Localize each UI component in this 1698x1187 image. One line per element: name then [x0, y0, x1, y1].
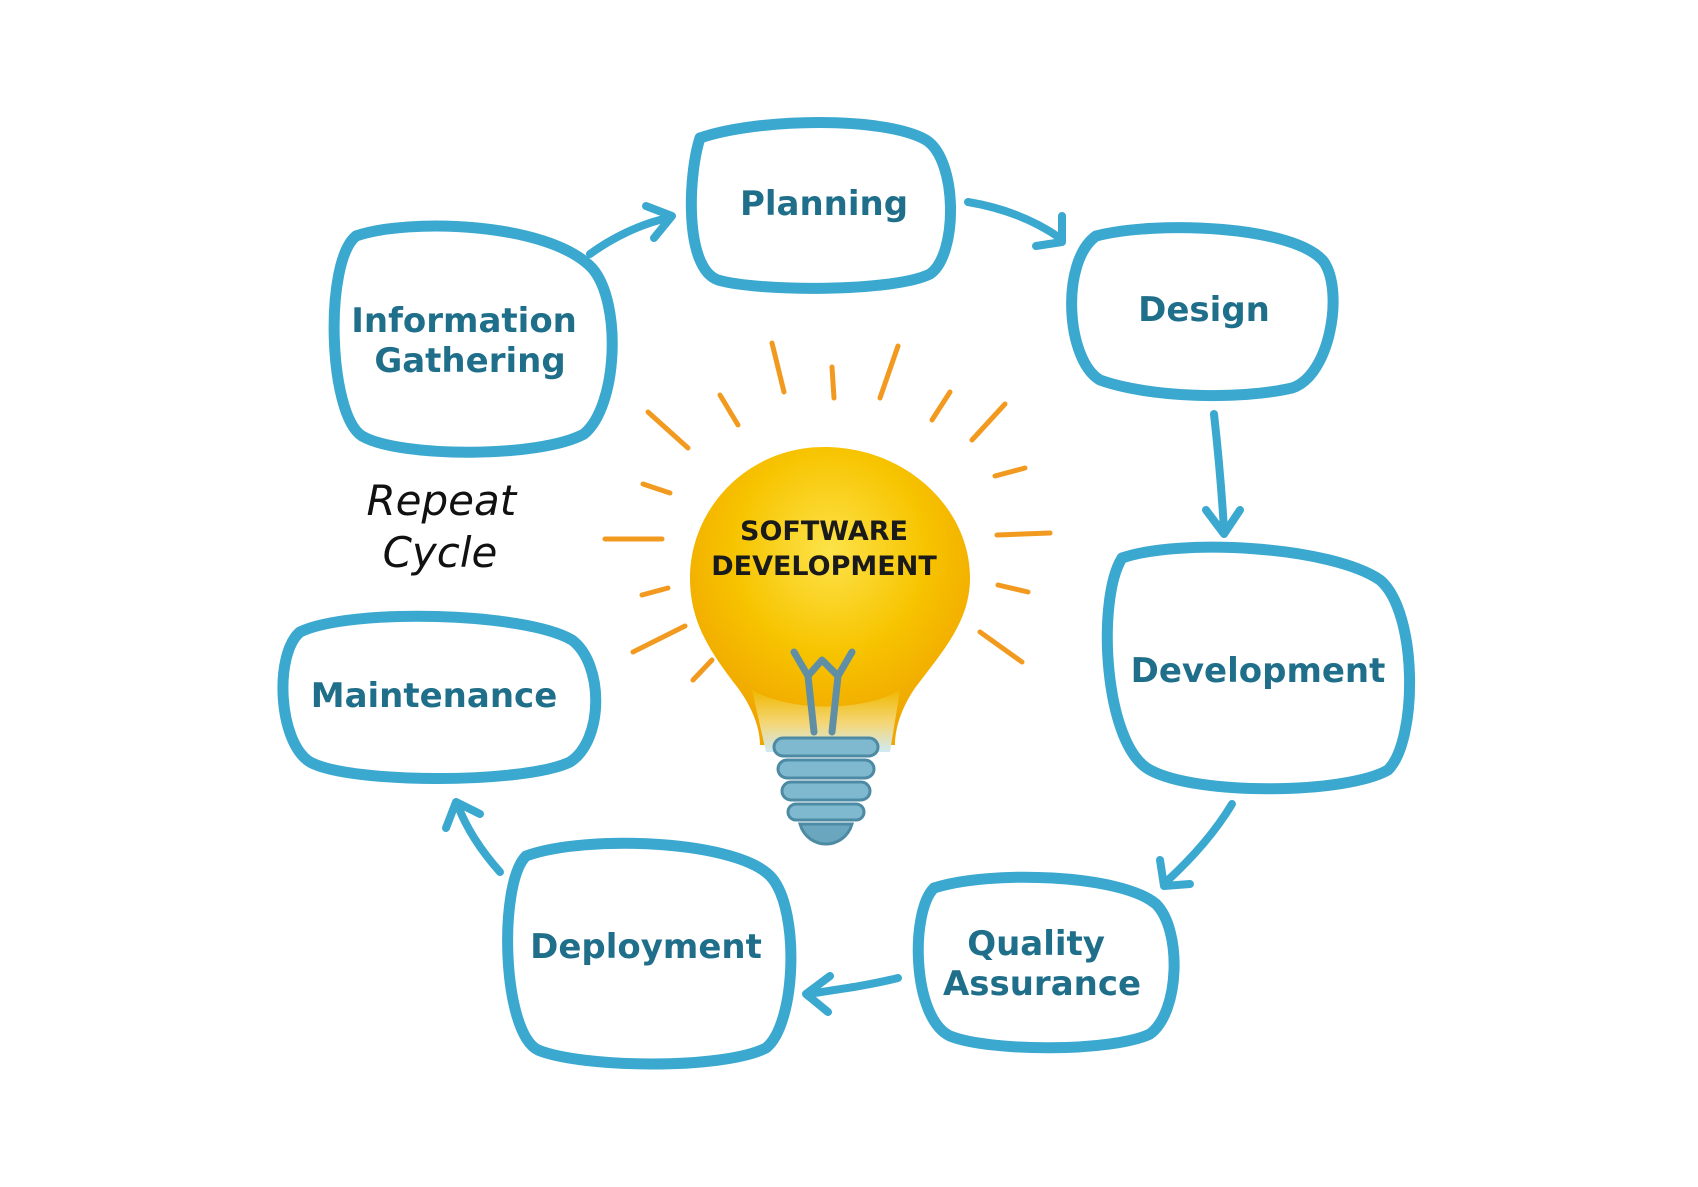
ray — [639, 585, 671, 598]
information-gathering-label: Information Gathering — [351, 301, 588, 381]
arrow-deployment-to-maintenance — [442, 798, 504, 876]
quality-assurance-label: Quality Assurance — [943, 924, 1141, 1004]
center-title-line2: DEVELOPMENT — [711, 551, 937, 582]
stage-planning: Planning — [685, 117, 956, 294]
ray — [969, 401, 1008, 443]
deployment-outline — [502, 837, 797, 1070]
design-label: Design — [1138, 290, 1270, 330]
center-title-line1: SOFTWARE — [740, 516, 908, 547]
ray — [630, 623, 688, 655]
arrow-development-to-qa — [1156, 800, 1236, 890]
ray — [829, 364, 837, 401]
bulb-glass — [690, 447, 970, 745]
repeat-cycle-label: Repeat Cycle — [366, 476, 529, 577]
information-gathering-outline — [328, 220, 618, 458]
ray — [877, 343, 901, 401]
stage-maintenance: Maintenance — [277, 610, 602, 784]
bulb-base — [772, 736, 880, 846]
light-bulb-icon: SOFTWARE DEVELOPMENT — [690, 447, 970, 846]
ray — [717, 392, 741, 428]
bulb-filament — [790, 648, 856, 736]
ray — [994, 530, 1053, 538]
deployment-label: Deployment — [530, 927, 762, 967]
ray — [769, 340, 787, 395]
cycle-arrows — [442, 198, 1244, 1016]
arrow-info-to-planning — [586, 202, 676, 258]
arrow-planning-to-design — [964, 198, 1066, 250]
ray — [640, 481, 673, 496]
design-outline — [1066, 222, 1339, 402]
ray — [995, 582, 1031, 595]
ray — [992, 465, 1028, 479]
maintenance-outline — [277, 610, 602, 784]
stage-information-gathering: Information Gathering — [328, 220, 618, 458]
stage-deployment: Deployment — [502, 837, 797, 1070]
stage-design: Design — [1066, 222, 1339, 402]
maintenance-label: Maintenance — [311, 676, 558, 716]
development-label: Development — [1131, 651, 1386, 691]
arrow-design-to-development — [1202, 410, 1244, 538]
ray — [690, 657, 715, 683]
arrow-qa-to-deployment — [802, 972, 902, 1016]
quality-assurance-outline — [912, 871, 1180, 1054]
light-rays — [602, 340, 1053, 683]
ray — [645, 409, 691, 451]
planning-outline — [685, 117, 956, 294]
ray — [977, 629, 1025, 665]
stage-development: Development — [1101, 541, 1416, 795]
stage-quality-assurance: Quality Assurance — [912, 871, 1180, 1054]
planning-label: Planning — [740, 184, 908, 224]
development-outline — [1101, 541, 1416, 795]
ray — [929, 389, 953, 423]
